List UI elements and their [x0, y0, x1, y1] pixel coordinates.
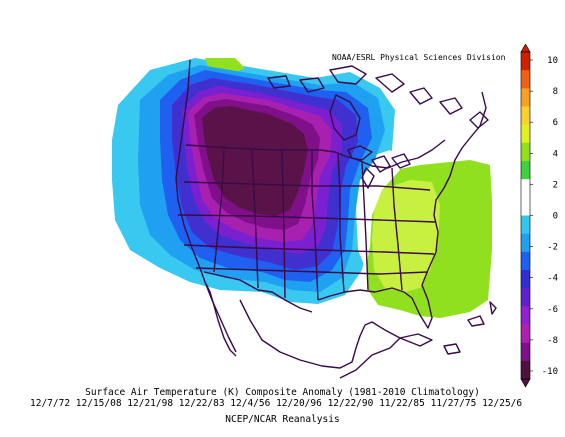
colorbar-labels: 10 8 6 4 2 0 -2 -4 -6 -8 -10 — [530, 56, 558, 377]
data-credit: NCEP/NCAR Reanalysis — [225, 414, 340, 425]
region-white-gap — [356, 150, 400, 270]
colorbar-label: -6 — [547, 305, 558, 315]
colorbar-segments — [520, 44, 531, 388]
colorbar-segment — [521, 88, 530, 107]
colorbar-label: 6 — [553, 118, 558, 128]
composite-date: 12/21/98 — [127, 398, 174, 409]
colorbar-label: -4 — [547, 274, 558, 284]
colorbar-segment — [521, 342, 530, 362]
canada-islands — [267, 65, 489, 129]
colorbar-label: -2 — [547, 243, 558, 253]
composite-date: 12/20/96 — [276, 398, 322, 409]
composite-date: 12/15/08 — [75, 398, 122, 409]
composite-date: 12/22/83 — [178, 398, 225, 409]
composite-date: 12/25/6 — [482, 398, 523, 409]
colorbar-label: -8 — [547, 336, 558, 346]
colorbar-segment — [521, 306, 530, 325]
colorbar-label: -10 — [542, 367, 558, 377]
composite-dates: 12/7/72 12/15/08 12/21/98 12/22/83 12/4/… — [30, 398, 522, 409]
hudson-bay — [329, 94, 361, 141]
colorbar-segment — [521, 270, 530, 289]
colorbar-label: 0 — [553, 212, 558, 222]
composite-date: 12/4/56 — [230, 398, 271, 409]
baja-peninsula — [204, 281, 237, 353]
colorbar-label: 10 — [547, 56, 558, 66]
colorbar-segment — [521, 324, 530, 343]
chart-title: Surface Air Temperature (K) Composite An… — [85, 387, 480, 398]
colorbar-label: 8 — [553, 87, 558, 97]
composite-date: 12/7/72 — [30, 398, 71, 409]
composite-date: 11/22/85 — [379, 398, 425, 409]
state-lines-ew — [177, 181, 437, 275]
colorbar-label: 4 — [553, 149, 558, 159]
gulf-coast — [317, 284, 433, 329]
colorbar-segment — [521, 179, 530, 198]
attribution-text: NOAA/ESRL Physical Sciences Division — [332, 53, 506, 62]
colorbar-segment — [521, 233, 530, 253]
colorbar-segment — [521, 360, 530, 380]
colorbar-segment — [521, 106, 530, 125]
colorbar: 10 8 6 4 2 0 -2 -4 -6 -8 -10 — [520, 44, 558, 388]
colorbar-segment — [521, 288, 530, 307]
great-lakes — [347, 145, 411, 189]
composite-date: 11/27/75 — [430, 398, 477, 409]
colorbar-segment — [521, 215, 530, 234]
canada-border — [185, 139, 446, 169]
caribbean-islands — [399, 301, 497, 355]
colorbar-max-arrow — [520, 44, 531, 53]
colorbar-segment — [521, 251, 530, 271]
colorbar-segment — [521, 142, 530, 162]
anomaly-shading — [112, 58, 492, 318]
map-outlines — [175, 59, 497, 379]
colorbar-segment — [521, 70, 530, 89]
state-lines-ns — [213, 149, 403, 301]
colorbar-segment — [521, 197, 530, 216]
composite-date: 12/22/90 — [327, 398, 374, 409]
mexico-coast — [239, 299, 401, 379]
colorbar-segment — [521, 124, 530, 144]
colorbar-segment — [521, 161, 530, 180]
colorbar-min-arrow — [520, 378, 531, 388]
region-yellow-green — [372, 180, 440, 292]
colorbar-segment — [521, 52, 530, 71]
west-coastline — [175, 59, 237, 357]
region-darkest — [202, 106, 308, 216]
colorbar-label: 2 — [553, 180, 558, 190]
mexico-border — [203, 271, 313, 313]
